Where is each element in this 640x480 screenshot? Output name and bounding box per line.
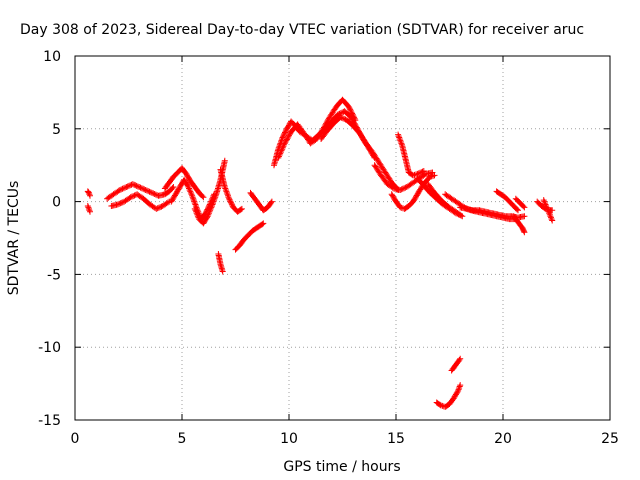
data-point-markers bbox=[108, 191, 173, 212]
data-point-markers bbox=[161, 165, 207, 201]
data-point-markers bbox=[395, 131, 427, 179]
data-point-markers bbox=[217, 166, 245, 215]
y-axis-label: SDTVAR / TECUs bbox=[6, 181, 22, 296]
y-tick-label: -5 bbox=[47, 267, 61, 283]
series-sat-b bbox=[84, 203, 93, 215]
data-point-markers bbox=[433, 382, 464, 410]
y-tick-label: 10 bbox=[43, 49, 61, 65]
data-point-markers bbox=[275, 96, 359, 161]
series-sat-q bbox=[395, 131, 427, 179]
series-sat-i bbox=[232, 220, 267, 253]
x-tick-label: 20 bbox=[494, 431, 512, 447]
x-tick-label: 5 bbox=[178, 431, 187, 447]
data-point-markers bbox=[448, 355, 464, 374]
series-sat-e bbox=[161, 165, 207, 201]
data-point-markers bbox=[104, 181, 177, 202]
series-sat-j bbox=[247, 189, 275, 214]
data-point-markers bbox=[414, 175, 466, 220]
grid-lines bbox=[75, 56, 610, 420]
series-sat-m bbox=[275, 96, 359, 161]
data-point-markers bbox=[457, 204, 528, 221]
y-tick-label: 5 bbox=[52, 122, 61, 138]
data-point-markers bbox=[215, 251, 226, 275]
series-sat-h bbox=[215, 251, 226, 275]
data-point-markers bbox=[493, 188, 521, 214]
series-sat-ab bbox=[448, 355, 464, 374]
series-sat-z bbox=[540, 197, 556, 224]
series-sat-aa bbox=[433, 382, 464, 410]
data-point-markers bbox=[512, 195, 528, 211]
y-tick-label: -15 bbox=[38, 413, 61, 429]
series-sat-w bbox=[510, 213, 528, 236]
x-tick-label: 10 bbox=[280, 431, 298, 447]
y-tick-label: 0 bbox=[52, 195, 61, 211]
series-sat-s bbox=[414, 175, 466, 220]
y-tick-label: -10 bbox=[38, 340, 61, 356]
series-sat-u bbox=[457, 204, 528, 221]
data-point-markers bbox=[84, 188, 93, 199]
data-points bbox=[84, 96, 556, 410]
data-point-markers bbox=[510, 213, 528, 236]
plot-frame bbox=[74, 55, 611, 421]
series-sat-n bbox=[318, 114, 402, 193]
data-point-markers bbox=[540, 197, 556, 224]
series-sat-c bbox=[104, 181, 177, 202]
data-point-markers bbox=[84, 203, 93, 215]
series-sat-k bbox=[217, 166, 245, 215]
data-point-markers bbox=[232, 220, 267, 253]
data-point-markers bbox=[318, 114, 402, 193]
series-sat-d bbox=[108, 191, 173, 212]
series-sat-x bbox=[512, 195, 528, 211]
data-point-markers bbox=[247, 189, 275, 214]
x-tick-label: 15 bbox=[387, 431, 405, 447]
x-tick-label: 0 bbox=[71, 431, 80, 447]
x-axis-label: GPS time / hours bbox=[283, 459, 400, 475]
series-sat-v bbox=[493, 188, 521, 214]
x-tick-label: 25 bbox=[601, 431, 619, 447]
chart-title: Day 308 of 2023, Sidereal Day-to-day VTE… bbox=[20, 22, 584, 38]
series-sat-a bbox=[84, 188, 93, 199]
axis-ticks: 0 5 10 15 20 25 -15 -10 -5 0 5 10 bbox=[38, 49, 619, 447]
